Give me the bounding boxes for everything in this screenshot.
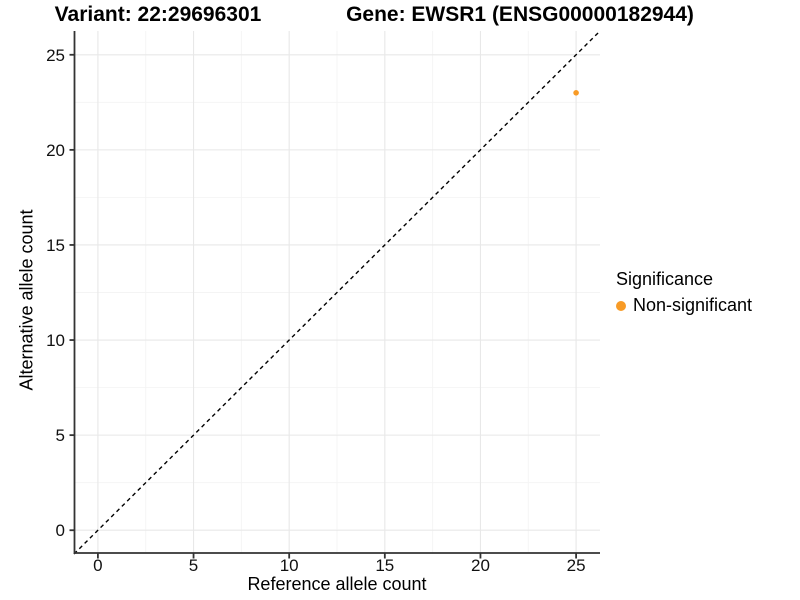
x-tick-label: 10 <box>280 556 299 575</box>
legend-item-label: Non-significant <box>633 295 753 315</box>
y-tick-label: 10 <box>46 331 65 350</box>
legend-title: Significance <box>616 269 714 289</box>
x-tick-label: 25 <box>567 556 586 575</box>
x-tick-label: 20 <box>471 556 490 575</box>
legend-item: Non-significant <box>616 295 752 316</box>
y-axis-title: Alternative allele count <box>16 209 37 391</box>
plot-title-variant: Variant: 22:29696301 <box>54 3 262 26</box>
x-tick-label: 0 <box>93 556 102 575</box>
identity-line <box>73 30 601 555</box>
y-tick-label: 15 <box>46 236 65 255</box>
y-tick-label: 20 <box>46 141 65 160</box>
legend: Significance Non-significant <box>616 269 752 316</box>
y-tick-label: 25 <box>46 46 65 65</box>
data-point <box>573 90 579 96</box>
legend-point-icon <box>616 300 626 311</box>
x-tick-label: 15 <box>375 556 394 575</box>
x-tick-label: 5 <box>189 556 198 575</box>
y-tick-label: 0 <box>56 521 65 540</box>
y-tick-label: 5 <box>56 426 65 445</box>
plot-title-gene: Gene: EWSR1 (ENSG00000182944) <box>346 3 694 26</box>
x-axis-title: Reference allele count <box>247 574 427 594</box>
